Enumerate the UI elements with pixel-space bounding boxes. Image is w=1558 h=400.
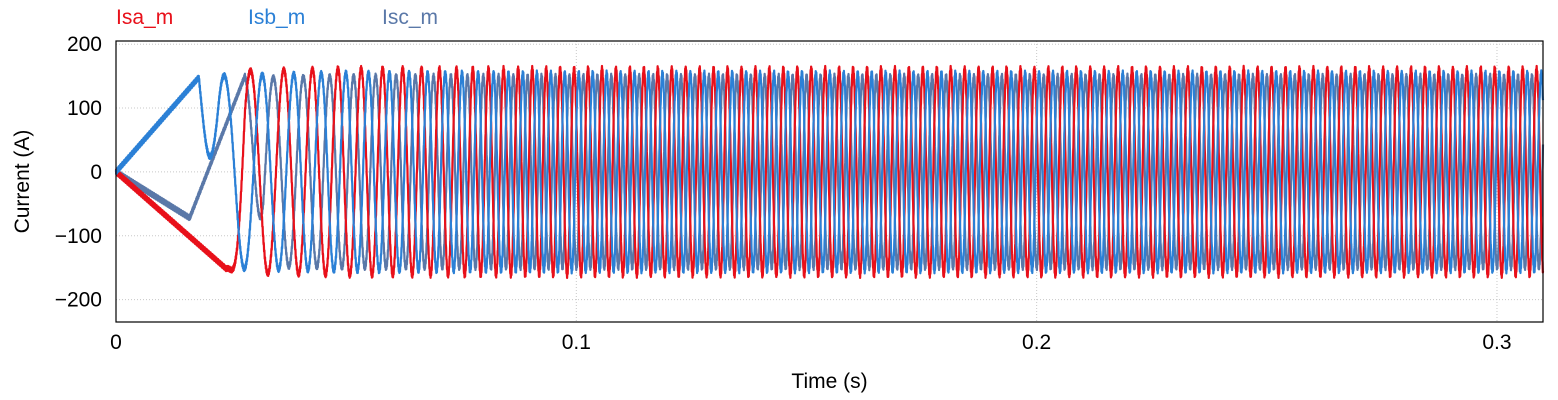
y-tick-label: 0 [90, 161, 102, 184]
series-line-isb-m [114, 69, 1545, 275]
legend-entry: Isa_m [116, 6, 173, 29]
legend-entry: Isb_m [248, 6, 305, 29]
legend-entry: Isc_m [382, 6, 438, 29]
y-tick-label: −100 [55, 225, 102, 248]
y-axis-ticks: −200 −100 0 100 200 [55, 33, 102, 311]
y-axis-title: Current (A) [11, 130, 34, 234]
series-layer [114, 64, 1545, 280]
legend: Isa_m Isb_m Isc_m [116, 6, 438, 29]
y-tick-label: 100 [67, 97, 102, 120]
x-tick-label: 0.1 [562, 331, 591, 354]
x-axis-ticks: 0 0.1 0.2 0.3 [110, 331, 1511, 354]
x-tick-label: 0 [110, 331, 122, 354]
y-tick-label: 200 [67, 33, 102, 56]
x-tick-label: 0.3 [1482, 331, 1511, 354]
plot-frame [115, 40, 1544, 323]
y-tick-label: −200 [55, 289, 102, 312]
x-axis-title: Time (s) [791, 370, 867, 393]
x-tick-label: 0.2 [1022, 331, 1051, 354]
